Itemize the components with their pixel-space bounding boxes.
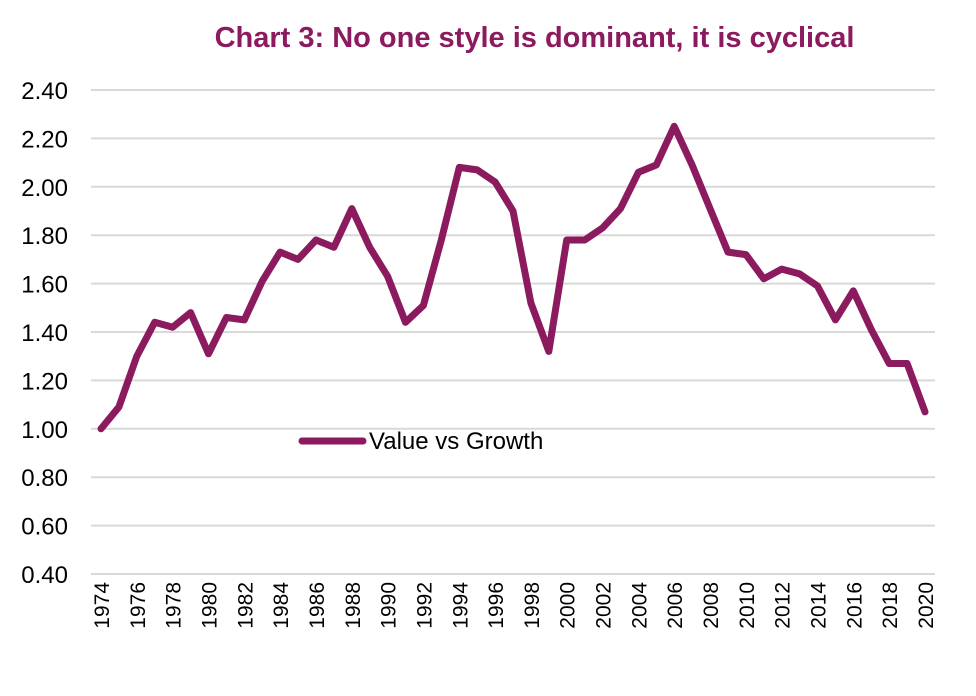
y-tick-label: 1.40	[21, 320, 68, 347]
y-tick-label: 2.40	[21, 78, 68, 105]
x-tick-label: 1976	[127, 582, 150, 629]
gridlines	[91, 89, 935, 575]
x-tick-label: 2012	[772, 582, 795, 629]
x-tick-label: 2000	[557, 582, 580, 629]
x-tick-label: 2002	[593, 582, 616, 629]
y-tick-label: 0.40	[21, 562, 68, 589]
x-tick-label: 1990	[378, 582, 401, 629]
x-tick-label: 2018	[879, 582, 902, 629]
y-tick-label: 2.20	[21, 126, 68, 153]
x-tick-label: 1986	[306, 582, 329, 629]
x-tick-label: 1984	[270, 582, 293, 629]
series-line-value-vs-growth	[97, 122, 929, 433]
x-tick-label: 1974	[91, 582, 114, 629]
y-tick-label: 1.60	[21, 272, 68, 299]
x-tick-label: 1978	[163, 582, 186, 629]
y-axis-ticks: 0.40 0.60 0.80 1.00 1.20 1.40 1.60 1.80 2.00 2.20…	[21, 78, 68, 589]
x-tick-label: 1988	[342, 582, 365, 629]
y-tick-label: 0.80	[21, 465, 68, 492]
x-tick-label: 2008	[700, 582, 723, 629]
x-tick-label: 2016	[843, 582, 866, 629]
x-tick-label: 2014	[808, 582, 831, 629]
y-tick-label: 1.00	[21, 417, 68, 444]
x-tick-label: 2010	[736, 582, 759, 629]
x-tick-label: 1998	[521, 582, 544, 629]
legend-label: Value vs Growth	[369, 428, 543, 455]
x-tick-label: 1980	[198, 582, 221, 629]
legend: Value vs Growth	[298, 428, 543, 455]
x-axis-ticks: 1974 1976 1978 1980 1982 1984 1986 1988 1990 1992…	[91, 582, 938, 629]
y-tick-label: 0.60	[21, 514, 68, 541]
x-tick-label: 1982	[234, 582, 257, 629]
chart-title: Chart 3: No one style is dominant, it is…	[214, 22, 855, 54]
x-tick-label: 2006	[664, 582, 687, 629]
x-tick-label: 2020	[915, 582, 938, 629]
y-tick-label: 2.00	[21, 175, 68, 202]
x-tick-label: 2004	[628, 582, 651, 629]
y-tick-label: 1.80	[21, 223, 68, 250]
x-tick-label: 1994	[449, 582, 472, 629]
x-tick-label: 1996	[485, 582, 508, 629]
x-tick-label: 1992	[413, 582, 436, 629]
y-tick-label: 1.20	[21, 368, 68, 395]
